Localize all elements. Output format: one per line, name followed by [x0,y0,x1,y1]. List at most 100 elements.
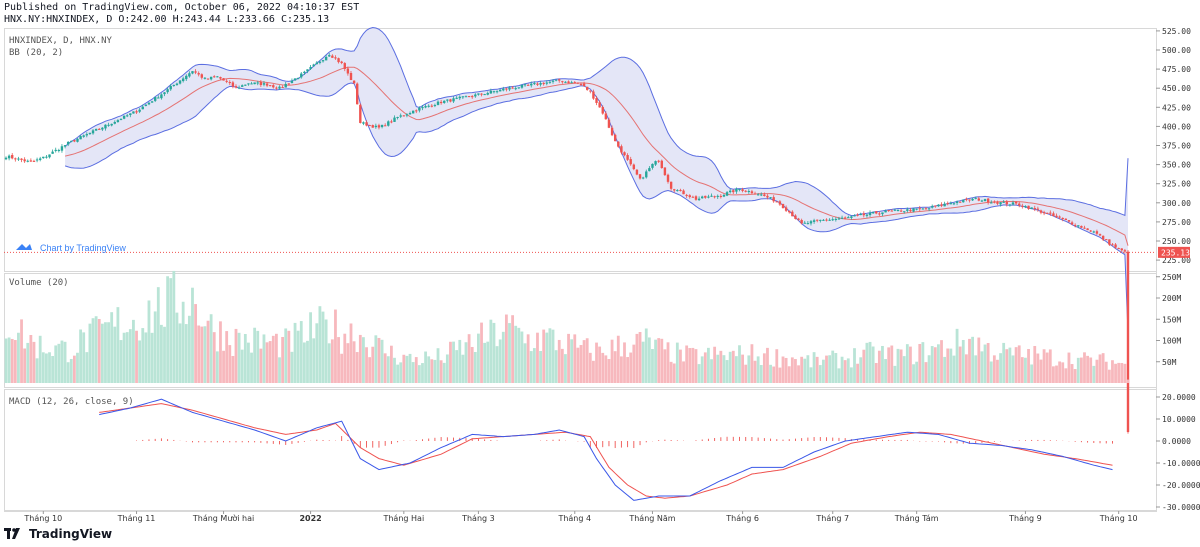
volume-bar [1123,363,1127,383]
volume-bar [1045,352,1049,383]
volume-bar [514,325,518,383]
volume-bar [35,358,39,383]
volume-bar [76,352,79,383]
volume-bar [946,348,950,383]
volume-bar [10,338,14,383]
volume-bar [1005,349,1009,383]
volume-bar [570,339,574,383]
candle-body [281,86,284,88]
candle-body [272,85,275,88]
candle-body [741,189,744,191]
volume-bar [1083,352,1086,383]
volume-bar [13,340,17,383]
candle-body [244,84,247,86]
candle-body [999,202,1002,205]
volume-bar [647,337,651,383]
candle-body [312,64,315,67]
volume-bar [672,363,676,383]
volume-bar [551,329,555,383]
candle-body [153,97,157,101]
candle-body [865,214,869,216]
volume-bar [722,355,726,383]
candle-body [688,195,691,198]
candle-body [464,96,468,98]
symbol-title: HNXINDEX, D, HNX.NY [9,36,113,46]
volume-bar [905,344,909,383]
volume-bar [909,346,912,383]
footer-brand[interactable]: TradingView [4,527,112,541]
candle-body [617,141,620,147]
candle-body [163,92,166,95]
volume-bar [243,333,247,383]
volume-bar [132,319,135,383]
bb-title: BB (20, 2) [9,48,63,58]
bb-upper-line [64,26,1129,217]
volume-bar [806,355,810,383]
candle-body [971,198,974,201]
candle-body [104,124,107,129]
time-tick-label: Tháng 10 [1099,514,1138,523]
volume-bar [828,355,832,383]
volume-bar [638,331,642,383]
candle-body [704,195,707,198]
candle-body [113,121,116,124]
candle-body [250,83,253,85]
volume-bar [1017,345,1021,383]
volume-bar [669,361,673,383]
candle-body [349,72,353,81]
candle-body [253,82,256,85]
volume-bar [784,357,788,383]
volume-bar [324,319,328,383]
volume-bar [846,358,850,383]
volume-bar [66,362,70,383]
candle-body [980,200,984,202]
candle-body [1036,208,1040,210]
volume-bar [542,329,546,383]
volume-bar [352,341,356,383]
candle-body [231,82,235,87]
candle-body [54,149,57,151]
volume-bar [582,340,586,383]
candle-body [912,208,915,212]
volume-bar [150,332,154,383]
volume-bar [449,341,452,383]
candle-body [48,154,51,158]
volume-bar [604,355,608,383]
candle-body [918,208,921,210]
volume-bar [508,323,511,383]
candle-body [337,58,340,63]
candle-body [784,207,788,211]
candle-body [843,217,847,219]
volume-bar [247,342,250,383]
volume-bar [1064,368,1068,383]
last-price-label: 235.13 [1161,248,1190,257]
candle-body [871,212,875,214]
volume-bar [734,356,738,383]
last-price-tag [1158,246,1190,258]
volume-bar [595,342,598,383]
published-line: Published on TradingView.com, October 06… [4,2,360,13]
volume-bar [812,352,816,383]
volume-bar [231,355,235,383]
volume-bar [4,338,8,383]
candle-body [458,96,461,99]
candle-body [781,203,785,209]
volume-bar [287,330,291,383]
candle-body [561,81,564,83]
ohlc-line: HNX.NY:HNXINDEX, D O:242.00 H:243.44 L:2… [4,14,330,25]
candle-body [359,104,362,123]
candle-body [965,198,968,200]
candle-body [424,106,427,108]
candle-body [110,123,113,126]
volume-bar [663,349,667,383]
volume-bar [831,350,835,383]
candle-body [405,114,409,116]
candle-body [436,101,440,105]
candle-body [685,194,688,196]
candle-body [446,99,449,101]
candle-body [570,82,573,84]
volume-bar [778,367,782,383]
candle-body [418,107,421,111]
candle-body [822,219,825,221]
